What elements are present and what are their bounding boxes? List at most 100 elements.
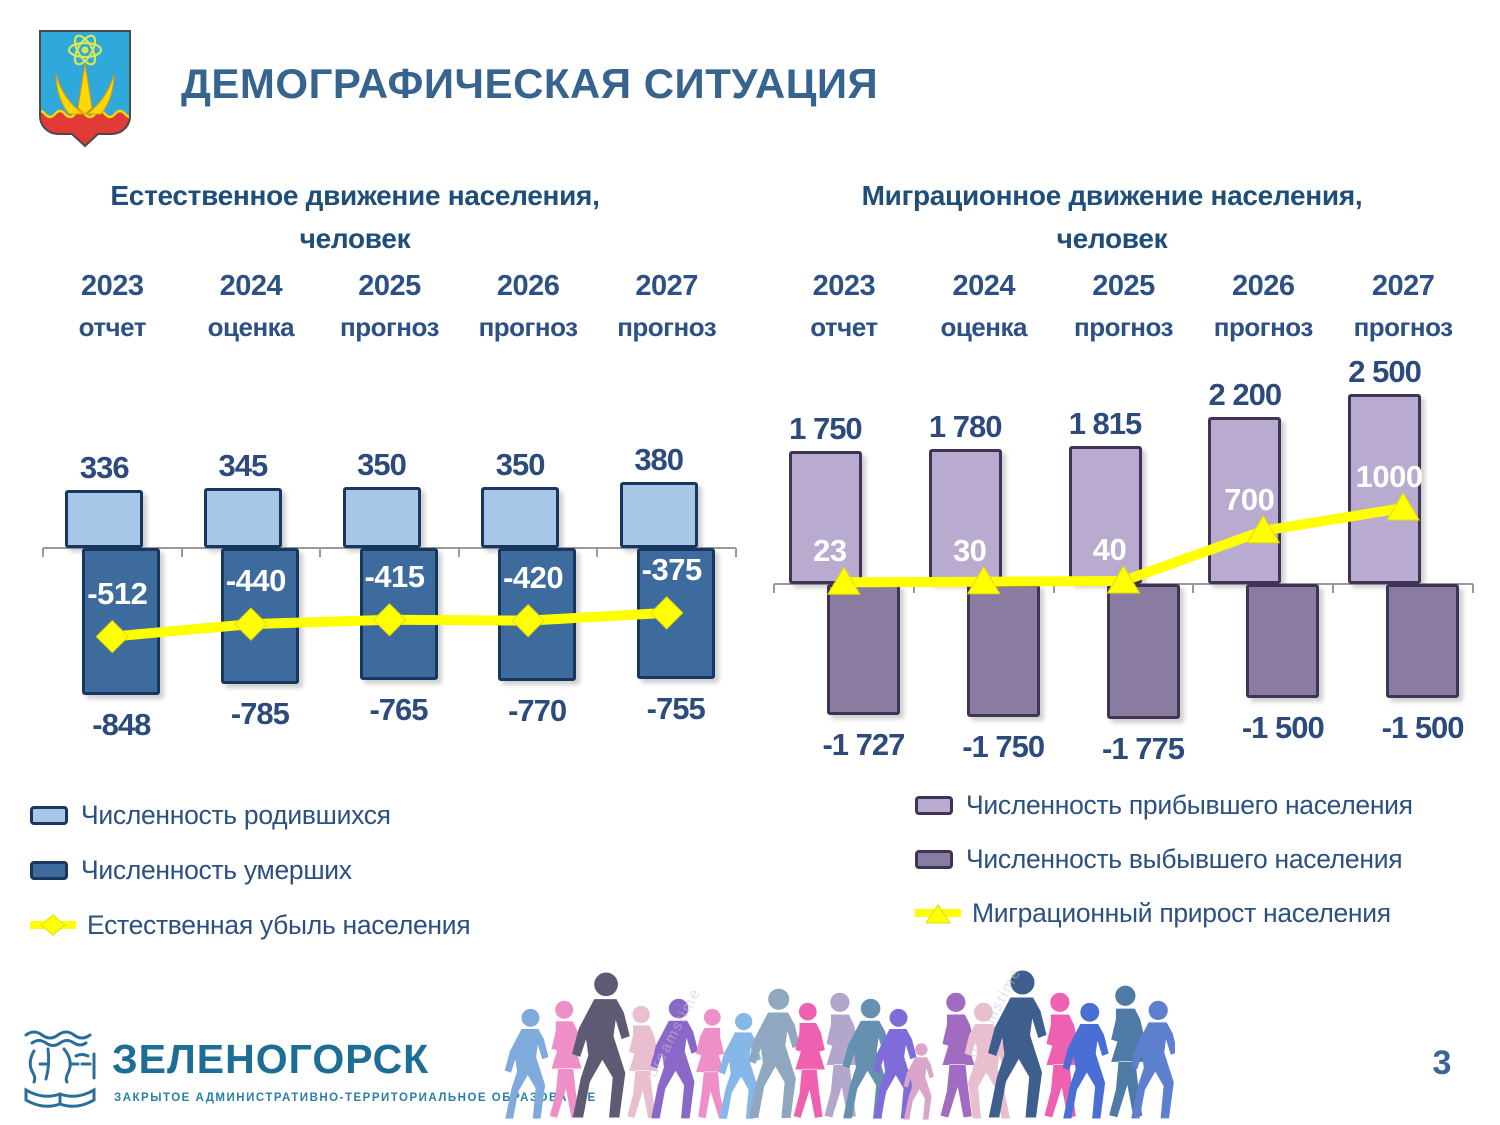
chart-title-line1: Естественное движение населения, xyxy=(110,180,600,211)
bar-births xyxy=(203,488,282,548)
line-value-label: -512 xyxy=(87,575,148,611)
bar-value-label: 380 xyxy=(634,442,684,477)
line-value-label: 700 xyxy=(1224,481,1275,517)
births-swatch-icon xyxy=(30,805,68,825)
bar-departures xyxy=(1386,584,1460,698)
year: 2027 xyxy=(635,270,698,302)
bar-value-label: 1 780 xyxy=(928,409,1003,444)
bar-value-label: 345 xyxy=(218,448,269,483)
bar-value-label: -848 xyxy=(92,707,151,742)
year: 2027 xyxy=(1371,270,1435,302)
bar-value-label: -1 500 xyxy=(1381,710,1465,745)
year: 2025 xyxy=(1092,270,1155,302)
legend-label: Миграционный прирост населения xyxy=(972,897,1391,928)
person-silhouette xyxy=(748,988,800,1119)
legend-item-deaths: Численность умерших xyxy=(30,853,470,887)
bar-departures xyxy=(1246,584,1320,698)
x-axis-tick xyxy=(180,548,183,557)
natural-movement-chart-title: Естественное движение населения, человек xyxy=(40,174,670,260)
bar-value-label: -765 xyxy=(369,692,428,727)
line-value-label: -420 xyxy=(503,559,564,595)
person-silhouette xyxy=(903,1043,934,1120)
x-axis-tick xyxy=(1052,584,1055,593)
bar-births xyxy=(619,482,698,548)
page-title: ДЕМОГРАФИЧЕСКАЯ СИТУАЦИЯ xyxy=(181,60,879,107)
year: 2023 xyxy=(812,270,876,302)
bar-value-label: 1 815 xyxy=(1068,406,1143,441)
year-header: 2024 оценка xyxy=(914,270,1054,343)
year: 2026 xyxy=(1232,270,1295,302)
legend-item-natural-decline: Естественная убыль населения xyxy=(30,908,471,942)
x-axis-tick xyxy=(773,584,775,593)
triangle-line-swatch-icon xyxy=(915,901,961,925)
bar-value-label: 350 xyxy=(357,447,407,482)
year-qualifier: прогноз xyxy=(1353,312,1453,342)
year-qualifier: оценка xyxy=(207,312,295,342)
bar-value-label: 2 500 xyxy=(1348,354,1422,389)
chart-title-line2: человек xyxy=(1056,223,1168,254)
legend-migration: Численность прибывшего населения Численн… xyxy=(915,788,1413,950)
x-axis-tick xyxy=(319,548,322,557)
x-axis-tick xyxy=(1332,584,1335,593)
x-axis-tick xyxy=(1192,584,1195,593)
migration-movement-chart-title: Миграционное движение населения, человек xyxy=(782,174,1442,260)
diamond-line-swatch-icon xyxy=(30,913,76,937)
year-qualifier: прогноз xyxy=(478,312,578,342)
bar-births xyxy=(65,490,144,548)
legend-label: Численность выбывшего населения xyxy=(966,843,1403,874)
year-qualifier: отчет xyxy=(78,312,147,342)
year: 2023 xyxy=(81,270,144,302)
zelenogorsk-logo-title: ЗЕЛЕНОГОРСК xyxy=(112,1036,430,1082)
bar-value-label: 350 xyxy=(495,447,546,482)
chart-title-line1: Миграционное движение населения, xyxy=(861,180,1363,211)
departures-swatch-icon xyxy=(915,849,953,869)
line-value-label: -440 xyxy=(225,563,287,599)
bar-value-label: 2 200 xyxy=(1208,377,1283,412)
chart-title-line2: человек xyxy=(299,223,411,254)
year-header: 2026 прогноз xyxy=(459,270,598,343)
bar-departures xyxy=(1106,584,1180,719)
year-qualifier: прогноз xyxy=(1213,312,1313,342)
bar-departures xyxy=(966,584,1040,717)
bar-value-label: -755 xyxy=(646,691,706,726)
year-qualifier: отчет xyxy=(810,312,878,342)
arrivals-swatch-icon xyxy=(915,795,953,815)
year-qualifier: прогноз xyxy=(1074,312,1173,342)
year-header: 2023 отчет xyxy=(774,270,914,343)
line-value-label: 30 xyxy=(952,532,987,568)
x-axis-tick xyxy=(42,548,44,557)
year-header: 2025 прогноз xyxy=(320,270,459,343)
legend-label: Естественная убыль населения xyxy=(87,909,471,940)
zelenogorsk-logo-subtitle: ЗАКРЫТОЕ АДМИНИСТРАТИВНО-ТЕРРИТОРИАЛЬНОЕ… xyxy=(114,1092,597,1104)
year-headers-natural: 2023 отчет 2024 оценка 2025 прогноз 2026 прогно… xyxy=(43,270,736,343)
year-header: 2027 прогноз xyxy=(597,270,736,343)
year-header: 2025 прогноз xyxy=(1054,270,1194,343)
bar-births xyxy=(342,487,421,548)
year-header: 2027 прогноз xyxy=(1333,270,1473,343)
year: 2024 xyxy=(219,270,283,302)
deaths-swatch-icon xyxy=(30,860,68,880)
bar-value-label: -1 727 xyxy=(822,727,905,762)
year-header: 2026 прогноз xyxy=(1193,270,1333,343)
year-headers-migration: 2023 отчет 2024 оценка 2025 прогноз 2026 прогно… xyxy=(774,270,1473,343)
bar-departures xyxy=(826,584,900,715)
people-silhouettes-image: dreamstime dreamstime xyxy=(505,965,1175,1120)
city-coat-of-arms-icon xyxy=(39,30,131,148)
year: 2024 xyxy=(952,270,1015,302)
year-qualifier: прогноз xyxy=(617,312,717,342)
x-axis-tick xyxy=(596,548,599,557)
year-qualifier: прогноз xyxy=(340,312,439,342)
bar-value-label: -1 750 xyxy=(962,729,1045,764)
legend-item-arrivals: Численность прибывшего населения xyxy=(915,788,1413,822)
x-axis-tick xyxy=(912,584,915,593)
year: 2025 xyxy=(358,270,421,302)
line-value-label: -415 xyxy=(364,558,425,594)
page-number: 3 xyxy=(1432,1044,1452,1082)
year-qualifier: оценка xyxy=(940,312,1027,342)
legend-item-migration-growth: Миграционный прирост населения xyxy=(915,896,1413,930)
line-value-label: 23 xyxy=(813,533,847,569)
legend-item-births: Численность родившихся xyxy=(30,798,470,832)
bar-value-label: -785 xyxy=(230,696,290,731)
person-silhouette xyxy=(572,972,630,1118)
